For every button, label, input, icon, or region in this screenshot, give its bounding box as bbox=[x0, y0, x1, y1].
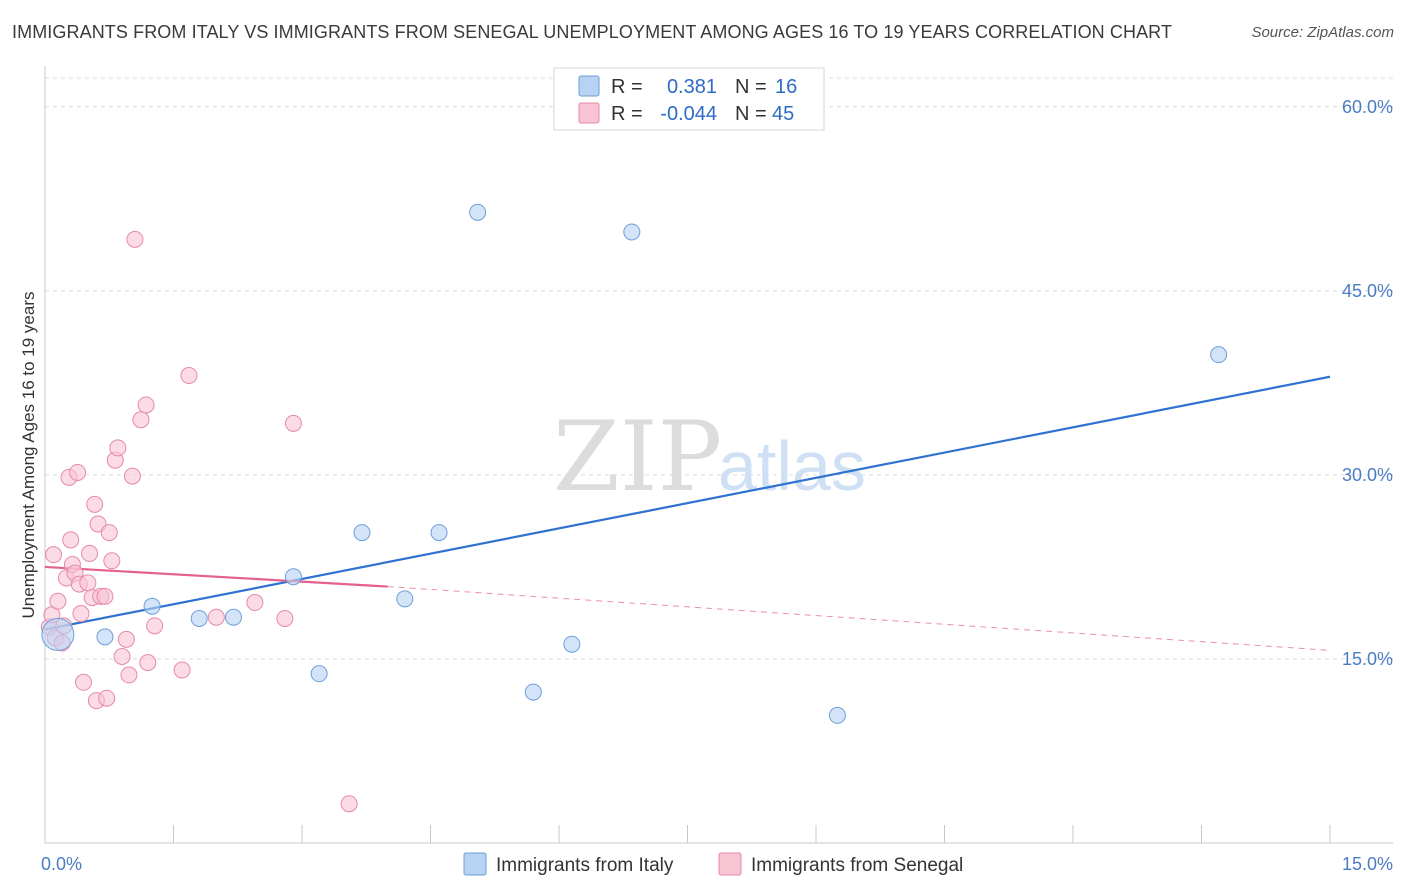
italy-point-7 bbox=[353, 524, 371, 542]
chart-title: IMMIGRANTS FROM ITALY VS IMMIGRANTS FROM… bbox=[12, 22, 1173, 42]
senegal-point-28 bbox=[109, 439, 127, 457]
bottom-legend-italy: Immigrants from Italy bbox=[496, 855, 674, 876]
italy-point-5 bbox=[284, 568, 302, 586]
italy-point-6 bbox=[310, 665, 328, 683]
source-label: Source: ZipAtlas.com bbox=[1251, 24, 1394, 41]
y-tick-label-1: 30.0% bbox=[1342, 465, 1393, 485]
legend-n-label-italy: N = bbox=[735, 76, 767, 98]
italy-point-1 bbox=[96, 628, 114, 646]
trend-line-senegal-extrapolated bbox=[387, 586, 1331, 651]
bottom-legend-swatch-italy bbox=[463, 852, 487, 876]
trend-line-italy bbox=[44, 375, 1331, 631]
italy-point-4 bbox=[224, 608, 242, 626]
legend-swatch-senegal bbox=[578, 102, 600, 124]
italy-point-9 bbox=[430, 524, 448, 542]
italy-point-8 bbox=[396, 590, 414, 608]
series-legend: Immigrants from Italy Immigrants from Se… bbox=[463, 852, 963, 876]
axes bbox=[44, 66, 1393, 844]
senegal-point-38 bbox=[173, 661, 191, 679]
senegal-point-26 bbox=[103, 552, 121, 570]
watermark-zip: ZIP bbox=[553, 401, 722, 513]
italy-point-10 bbox=[469, 203, 487, 221]
senegal-point-23 bbox=[96, 587, 114, 605]
tick-labels: 15.0% 30.0% 45.0% 60.0% 0.0% 15.0% bbox=[41, 97, 1393, 874]
senegal-point-35 bbox=[137, 396, 155, 414]
senegal-point-12 bbox=[69, 463, 87, 481]
trend-lines bbox=[44, 375, 1331, 651]
senegal-point-31 bbox=[120, 666, 138, 684]
data-points bbox=[40, 203, 1228, 813]
legend-r-label-italy: R = bbox=[611, 76, 643, 98]
senegal-point-9 bbox=[62, 531, 80, 549]
italy-point-11 bbox=[524, 683, 542, 701]
senegal-point-33 bbox=[126, 230, 144, 248]
correlation-legend: R = 0.381 N = 16 R = -0.044 N = 45 bbox=[553, 67, 825, 131]
senegal-point-43 bbox=[284, 414, 302, 432]
senegal-point-25 bbox=[100, 524, 118, 542]
senegal-point-17 bbox=[81, 544, 99, 562]
italy-point-0 bbox=[41, 617, 75, 651]
legend-n-value-senegal: 45 bbox=[772, 103, 794, 125]
senegal-point-4 bbox=[49, 592, 67, 610]
legend-r-label-senegal: R = bbox=[611, 103, 643, 125]
senegal-point-19 bbox=[86, 495, 104, 513]
senegal-point-16 bbox=[79, 574, 97, 592]
x-tick-label-0: 0.0% bbox=[41, 854, 82, 874]
senegal-point-36 bbox=[139, 654, 157, 672]
grid-lines bbox=[45, 77, 1393, 660]
italy-point-2 bbox=[143, 597, 161, 615]
italy-point-13 bbox=[623, 223, 641, 241]
senegal-point-41 bbox=[246, 594, 264, 612]
y-tick-label-3: 60.0% bbox=[1342, 97, 1393, 117]
legend-n-value-italy: 16 bbox=[775, 76, 797, 98]
y-tick-label-0: 15.0% bbox=[1342, 649, 1393, 669]
senegal-point-42 bbox=[276, 609, 294, 627]
legend-r-value-italy: 0.381 bbox=[667, 76, 717, 98]
italy-point-14 bbox=[828, 706, 846, 724]
senegal-point-30 bbox=[117, 630, 135, 648]
legend-r-value-senegal: -0.044 bbox=[660, 103, 717, 125]
legend-swatch-italy bbox=[578, 75, 600, 97]
bottom-legend-senegal: Immigrants from Senegal bbox=[751, 855, 963, 876]
trend-line-senegal bbox=[44, 565, 388, 588]
senegal-point-37 bbox=[146, 617, 164, 635]
senegal-point-2 bbox=[45, 546, 63, 564]
italy-point-15 bbox=[1210, 346, 1228, 364]
y-tick-label-2: 45.0% bbox=[1342, 281, 1393, 301]
senegal-point-40 bbox=[207, 608, 225, 626]
senegal-point-44 bbox=[340, 795, 358, 813]
senegal-point-14 bbox=[72, 605, 90, 623]
italy-point-3 bbox=[190, 609, 208, 627]
senegal-point-24 bbox=[98, 689, 116, 707]
bottom-legend-swatch-senegal bbox=[718, 852, 742, 876]
legend-n-label-senegal: N = bbox=[735, 103, 767, 125]
senegal-point-29 bbox=[113, 647, 131, 665]
senegal-point-15 bbox=[75, 673, 93, 691]
x-tick-label-1: 15.0% bbox=[1342, 854, 1393, 874]
senegal-point-39 bbox=[180, 367, 198, 385]
italy-point-12 bbox=[563, 635, 581, 653]
senegal-point-34 bbox=[132, 411, 150, 429]
y-axis-label: Unemployment Among Ages 16 to 19 years bbox=[19, 292, 38, 619]
senegal-point-32 bbox=[123, 467, 141, 485]
